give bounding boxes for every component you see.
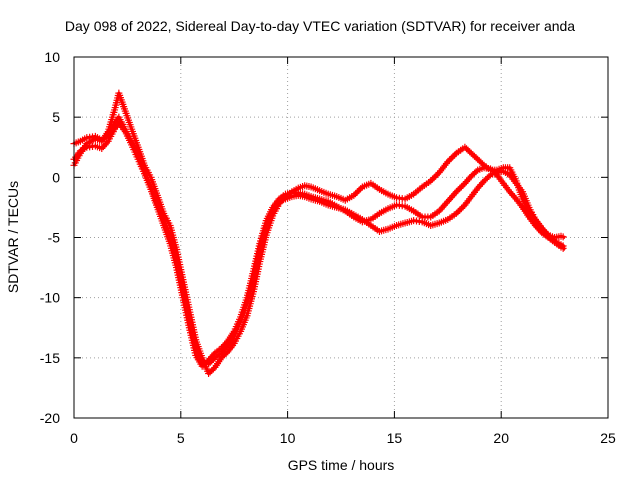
series-track-2 [70,113,567,368]
x-tick-label: 10 [280,430,296,446]
x-tick-label: 25 [600,430,616,446]
x-axis-label: GPS time / hours [287,457,395,473]
y-tick-label: 5 [52,109,60,125]
y-tick-label: 10 [44,49,60,65]
y-tick-label: -15 [40,350,60,366]
y-tick-label: -5 [48,230,61,246]
series-markers [70,113,567,368]
axis-ticks: 0 5 10 15 20 25 10 5 0 -5 -10 -15 -20 [40,49,616,446]
x-tick-label: 20 [493,430,509,446]
series-line [72,91,566,375]
series-markers [70,89,567,377]
y-tick-label: 0 [52,169,60,185]
series-line [73,115,567,366]
series-markers [70,119,567,370]
series-track-1 [70,89,567,377]
y-tick-label: -10 [40,290,60,306]
series-line [72,121,567,368]
x-tick-label: 0 [70,430,78,446]
chart-title: Day 098 of 2022, Sidereal Day-to-day VTE… [64,18,576,34]
x-tick-label: 15 [387,430,403,446]
series-track-3 [70,119,567,370]
x-tick-label: 5 [177,430,185,446]
y-tick-label: -20 [40,410,60,426]
y-axis-label: SDTVAR / TECUs [5,180,21,294]
grid-lines [74,57,608,418]
data-series [70,89,567,377]
